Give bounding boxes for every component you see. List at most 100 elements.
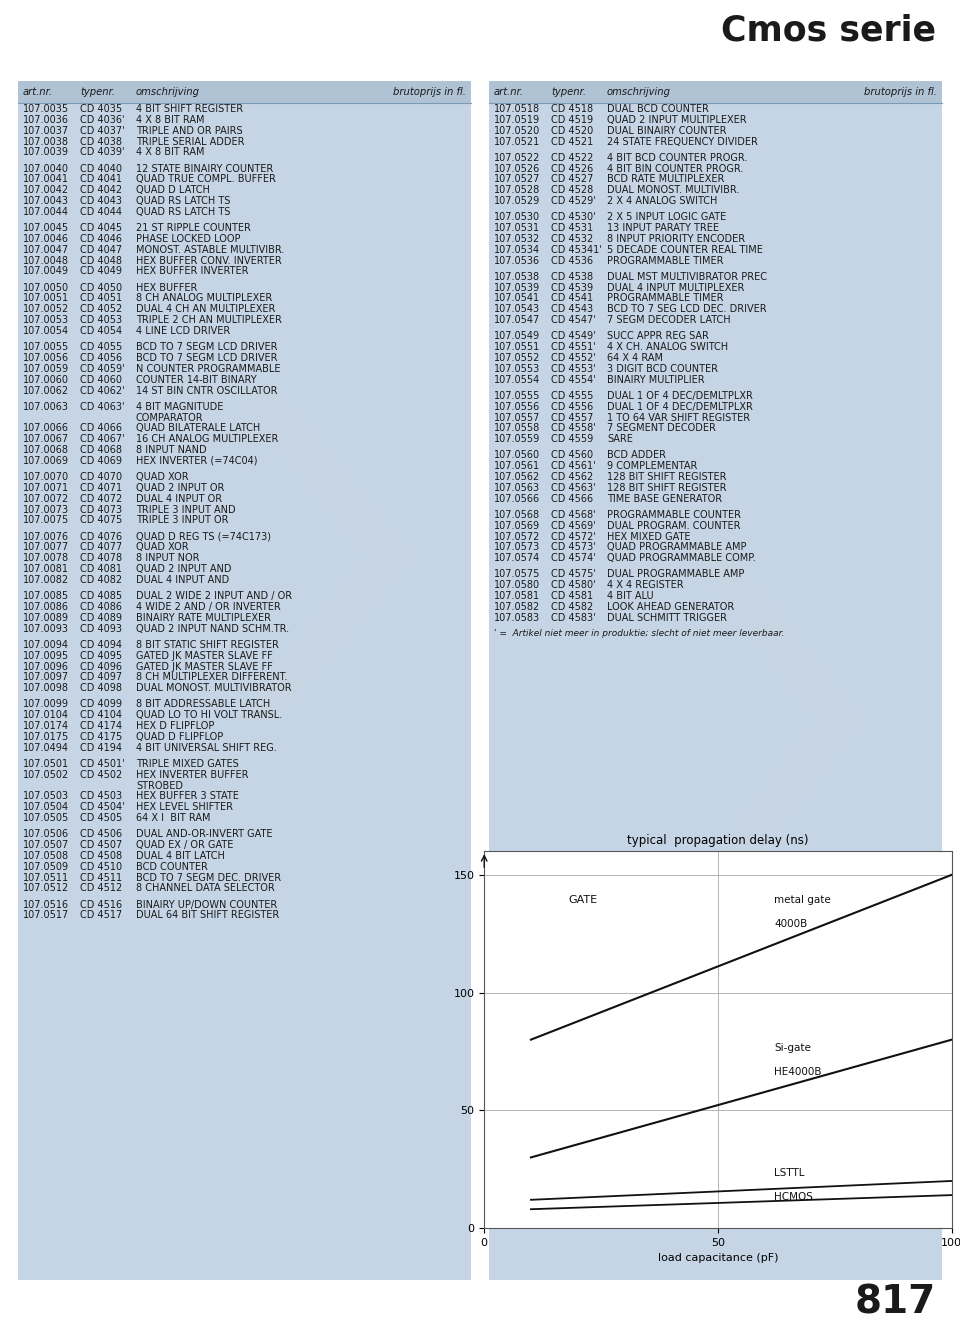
Text: CD 4078: CD 4078 — [80, 553, 122, 563]
Text: 107.0094: 107.0094 — [23, 639, 69, 650]
Text: 107.0046: 107.0046 — [23, 234, 69, 244]
Text: PROGRAMMABLE TIMER: PROGRAMMABLE TIMER — [607, 256, 724, 266]
Text: HEX BUFFER: HEX BUFFER — [136, 282, 198, 293]
Text: typenr.: typenr. — [80, 87, 115, 97]
Text: 107.0040: 107.0040 — [23, 164, 69, 173]
Text: BCD TO 7 SEG LCD DEC. DRIVER: BCD TO 7 SEG LCD DEC. DRIVER — [607, 305, 767, 314]
Text: CD 4561': CD 4561' — [551, 461, 595, 471]
Text: 107.0568: 107.0568 — [494, 510, 540, 520]
Text: CD 4552': CD 4552' — [551, 354, 596, 363]
Text: BINAIRY RATE MULTIPLEXER: BINAIRY RATE MULTIPLEXER — [136, 613, 271, 622]
Text: 14 ST BIN CNTR OSCILLATOR: 14 ST BIN CNTR OSCILLATOR — [136, 385, 277, 396]
Text: 107.0062: 107.0062 — [23, 385, 69, 396]
Text: CD 4089: CD 4089 — [80, 613, 122, 622]
Text: CD 4520: CD 4520 — [551, 126, 593, 136]
Text: 107.0508: 107.0508 — [23, 851, 69, 861]
Text: COUNTER 14-BIT BINARY: COUNTER 14-BIT BINARY — [136, 375, 256, 385]
Text: CD 4050: CD 4050 — [80, 282, 122, 293]
Text: 128 BIT SHIFT REGISTER: 128 BIT SHIFT REGISTER — [607, 473, 727, 482]
Text: CD 4076: CD 4076 — [80, 532, 122, 542]
Text: CD 4081: CD 4081 — [80, 564, 122, 575]
Text: 107.0553: 107.0553 — [494, 364, 540, 373]
Text: CD 4557: CD 4557 — [551, 413, 593, 422]
Text: 107.0559: 107.0559 — [494, 434, 540, 445]
Text: 107.0526: 107.0526 — [494, 164, 540, 173]
Text: 4 X 4 REGISTER: 4 X 4 REGISTER — [607, 580, 684, 591]
Text: DUAL 2 WIDE 2 INPUT AND / OR: DUAL 2 WIDE 2 INPUT AND / OR — [136, 591, 292, 601]
Text: 16 CH ANALOG MULTIPLEXER: 16 CH ANALOG MULTIPLEXER — [136, 434, 278, 445]
Text: QUAD D LATCH: QUAD D LATCH — [136, 185, 210, 195]
Text: QUAD RS LATCH TS: QUAD RS LATCH TS — [136, 196, 230, 207]
Text: BCD COUNTER: BCD COUNTER — [136, 862, 208, 871]
Text: typenr.: typenr. — [551, 87, 586, 97]
Text: QUAD TRUE COMPL. BUFFER: QUAD TRUE COMPL. BUFFER — [136, 175, 276, 184]
Text: 107.0529: 107.0529 — [494, 196, 540, 207]
Text: CD 4522: CD 4522 — [551, 152, 593, 163]
Text: Si-gate: Si-gate — [774, 1043, 811, 1054]
Bar — [489, 81, 942, 1280]
Text: 107.0066: 107.0066 — [23, 424, 69, 433]
Text: 107.0557: 107.0557 — [494, 413, 540, 422]
Text: CD 4532: CD 4532 — [551, 234, 593, 244]
Text: BINAIRY MULTIPLIER: BINAIRY MULTIPLIER — [607, 375, 705, 385]
Text: 107.0036: 107.0036 — [23, 115, 69, 124]
Text: CD 45341': CD 45341' — [551, 245, 602, 254]
Text: Cmos serie: Cmos serie — [721, 13, 936, 48]
Text: CD 4049: CD 4049 — [80, 266, 122, 277]
Text: CD 4073: CD 4073 — [80, 504, 122, 515]
Text: CD 4044: CD 4044 — [80, 207, 122, 217]
Text: 107.0556: 107.0556 — [494, 401, 540, 412]
Text: art.nr.: art.nr. — [23, 87, 53, 97]
Text: 107.0076: 107.0076 — [23, 532, 69, 542]
Text: 107.0575: 107.0575 — [494, 569, 540, 580]
Text: SUCC APPR REG SAR: SUCC APPR REG SAR — [607, 331, 708, 342]
Text: DUAL PROGRAMMABLE AMP: DUAL PROGRAMMABLE AMP — [607, 569, 744, 580]
Text: 107.0104: 107.0104 — [23, 710, 69, 720]
Text: LOOK AHEAD GENERATOR: LOOK AHEAD GENERATOR — [607, 602, 734, 612]
Text: CD 4504': CD 4504' — [80, 802, 125, 812]
Text: CD 4040: CD 4040 — [80, 164, 122, 173]
Text: CD 4505: CD 4505 — [80, 813, 122, 824]
Text: 107.0071: 107.0071 — [23, 483, 69, 493]
Text: 4 X 8 BIT RAM: 4 X 8 BIT RAM — [136, 115, 204, 124]
Text: CD 4543: CD 4543 — [551, 305, 593, 314]
Text: BCD TO 7 SEGM DEC. DRIVER: BCD TO 7 SEGM DEC. DRIVER — [136, 873, 281, 883]
Text: 107.0538: 107.0538 — [494, 271, 540, 282]
Text: HEX D FLIPFLOP: HEX D FLIPFLOP — [136, 722, 214, 731]
Text: 107.0541: 107.0541 — [494, 294, 540, 303]
Text: CD 4098: CD 4098 — [80, 683, 122, 694]
Text: 107.0501: 107.0501 — [23, 759, 69, 769]
Text: 107.0519: 107.0519 — [494, 115, 540, 124]
Text: PROGRAMMABLE TIMER: PROGRAMMABLE TIMER — [607, 294, 724, 303]
Text: DUAL AND-OR-INVERT GATE: DUAL AND-OR-INVERT GATE — [136, 829, 273, 839]
Text: CD 4043: CD 4043 — [80, 196, 122, 207]
Text: CD 4035: CD 4035 — [80, 105, 122, 114]
Text: 107.0085: 107.0085 — [23, 591, 69, 601]
Text: DUAL 64 BIT SHIFT REGISTER: DUAL 64 BIT SHIFT REGISTER — [136, 911, 279, 920]
Text: 107.0035: 107.0035 — [23, 105, 69, 114]
Text: CD 4104: CD 4104 — [80, 710, 122, 720]
Text: CD 4518: CD 4518 — [551, 105, 593, 114]
Text: CD 4529': CD 4529' — [551, 196, 596, 207]
Text: CD 4068: CD 4068 — [80, 445, 122, 455]
Text: CD 4060: CD 4060 — [80, 375, 122, 385]
Text: CD 4054: CD 4054 — [80, 326, 122, 336]
Text: 107.0520: 107.0520 — [494, 126, 540, 136]
Text: 107.0051: 107.0051 — [23, 294, 69, 303]
Text: 107.0583: 107.0583 — [494, 613, 540, 622]
Text: 107.0574: 107.0574 — [494, 553, 540, 563]
Text: PROGRAMMABLE COUNTER: PROGRAMMABLE COUNTER — [607, 510, 741, 520]
Text: CD 4041: CD 4041 — [80, 175, 122, 184]
Text: 107.0563: 107.0563 — [494, 483, 540, 493]
Text: CD 4568': CD 4568' — [551, 510, 595, 520]
Text: QUAD 2 INPUT AND: QUAD 2 INPUT AND — [136, 564, 231, 575]
Text: CD 4527: CD 4527 — [551, 175, 593, 184]
Text: CD 4503: CD 4503 — [80, 792, 122, 801]
Text: art.nr.: art.nr. — [494, 87, 524, 97]
Text: CD 4066: CD 4066 — [80, 424, 122, 433]
Text: 107.0039: 107.0039 — [23, 147, 69, 158]
Text: TRIPLE MIXED GATES: TRIPLE MIXED GATES — [136, 759, 239, 769]
Text: CD 4551': CD 4551' — [551, 342, 596, 352]
Text: QUAD LO TO HI VOLT TRANSL.: QUAD LO TO HI VOLT TRANSL. — [136, 710, 282, 720]
Text: 107.0175: 107.0175 — [23, 732, 69, 741]
